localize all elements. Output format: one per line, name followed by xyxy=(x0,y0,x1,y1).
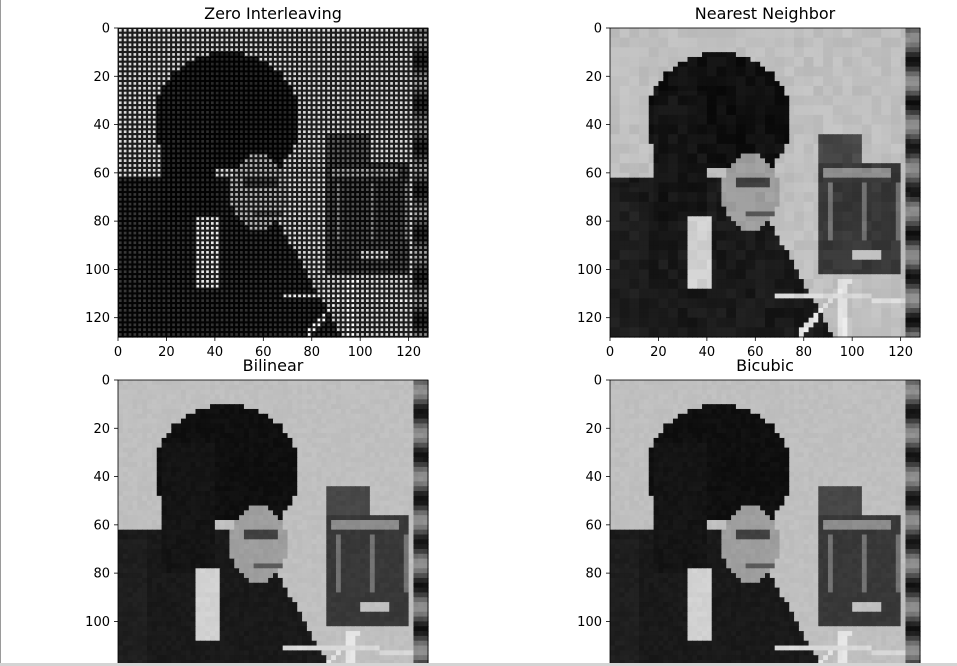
y-tick-label: 20 xyxy=(585,70,602,85)
y-tick-label: 0 xyxy=(102,22,110,37)
axes-frame xyxy=(117,379,429,666)
axes-2: 0 20 40 60 80 100 Bilinear xyxy=(85,356,429,666)
window-bottom-border xyxy=(0,663,957,666)
axes-frame xyxy=(117,27,429,338)
image-2 xyxy=(118,380,429,666)
x-tick-label: 100 xyxy=(840,345,865,360)
panel-title: Bicubic xyxy=(736,356,794,375)
y-tick-label: 100 xyxy=(577,263,602,278)
y-tick-label: 100 xyxy=(85,615,110,630)
y-tick-label: 20 xyxy=(585,422,602,437)
x-tick-label: 120 xyxy=(888,345,913,360)
x-tick-label: 20 xyxy=(158,345,175,360)
y-tick-label: 0 xyxy=(102,374,110,389)
x-tick-label: 60 xyxy=(747,345,764,360)
y-tick-label: 40 xyxy=(93,118,110,133)
x-tick-label: 0 xyxy=(114,345,122,360)
y-tick-label: 60 xyxy=(93,518,110,533)
panel-title: Nearest Neighbor xyxy=(695,4,836,23)
y-tick-label: 40 xyxy=(585,118,602,133)
y-tick-label: 60 xyxy=(93,166,110,181)
x-tick-label: 20 xyxy=(650,345,667,360)
image-1 xyxy=(610,28,921,338)
axes-0: 0 20 40 60 80 100 120 0 20 40 60 80 100 120 Zero Inter… xyxy=(85,4,429,360)
y-tick-label: 100 xyxy=(577,615,602,630)
y-tick-label: 120 xyxy=(577,311,602,326)
y-tick-label: 20 xyxy=(93,70,110,85)
x-tick-label: 40 xyxy=(699,345,716,360)
y-tick-label: 80 xyxy=(585,567,602,582)
image-3 xyxy=(610,380,921,666)
y-tick-label: 100 xyxy=(85,263,110,278)
y-tick-label: 80 xyxy=(585,215,602,230)
y-tick-label: 60 xyxy=(585,518,602,533)
x-tick-label: 40 xyxy=(207,345,224,360)
y-tick-label: 80 xyxy=(93,567,110,582)
x-tick-label: 80 xyxy=(795,345,812,360)
y-tick-label: 20 xyxy=(93,422,110,437)
y-tick-label: 80 xyxy=(93,215,110,230)
y-tick-label: 120 xyxy=(85,311,110,326)
y-tick-label: 0 xyxy=(594,374,602,389)
window-left-border xyxy=(0,0,1,666)
x-tick-label: 100 xyxy=(348,345,373,360)
axes-3: 0 20 40 60 80 100 Bicubic xyxy=(577,356,921,666)
axes-frame xyxy=(609,379,921,666)
x-tick-label: 0 xyxy=(606,345,614,360)
x-tick-label: 80 xyxy=(303,345,320,360)
image-0 xyxy=(118,28,429,338)
panel-title: Bilinear xyxy=(243,356,304,375)
y-tick-label: 40 xyxy=(93,470,110,485)
y-tick-label: 60 xyxy=(585,166,602,181)
y-tick-label: 0 xyxy=(594,22,602,37)
axes-frame xyxy=(609,27,921,338)
x-tick-label: 120 xyxy=(396,345,421,360)
x-tick-label: 60 xyxy=(255,345,272,360)
panel-title: Zero Interleaving xyxy=(204,4,342,23)
y-tick-label: 40 xyxy=(585,470,602,485)
axes-1: 0 20 40 60 80 100 120 0 20 40 60 80 100 120 Nearest Ne… xyxy=(577,4,921,360)
